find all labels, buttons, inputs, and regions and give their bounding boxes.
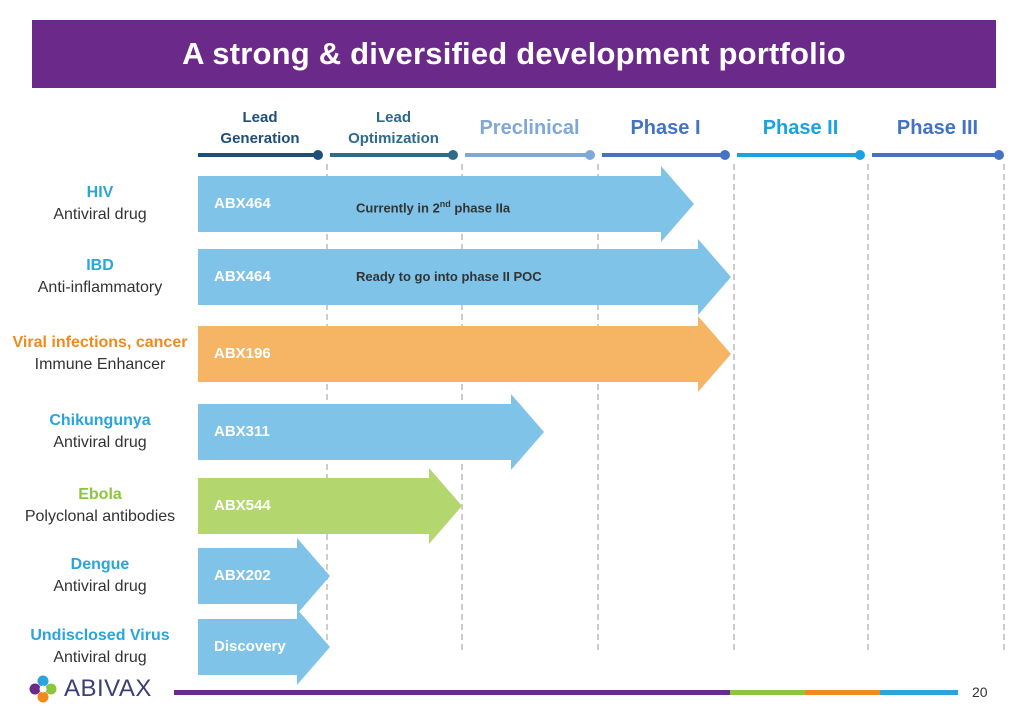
arrow-head — [511, 394, 544, 470]
row-label-hiv: HIV Antiviral drug — [0, 182, 200, 226]
program-type: Antiviral drug — [53, 206, 147, 223]
arrow-body — [198, 619, 297, 675]
row-label-ebola: Ebola Polyclonal antibodies — [0, 484, 200, 528]
progress-arrow-ibd: ABX464 Ready to go into phase II POC — [198, 239, 731, 315]
arrow-body — [198, 404, 511, 460]
footer-bar-segment — [880, 690, 958, 695]
phase-line-lead-optimization — [330, 153, 453, 157]
phase-dot-phase-ii — [855, 150, 865, 160]
progress-arrow-ebola: ABX544 — [198, 468, 462, 544]
phase-boundary-line — [733, 164, 735, 650]
program-type: Polyclonal antibodies — [24, 508, 176, 525]
progress-arrow-chikungunya: ABX311 — [198, 394, 544, 470]
program-type: Immune Enhancer — [34, 356, 166, 373]
footer-bar-segment — [730, 690, 805, 695]
arrow-head — [698, 239, 731, 315]
arrow-head — [661, 166, 694, 242]
footer-bar-segment — [174, 690, 730, 695]
phase-line-phase-iii — [872, 153, 999, 157]
row-label-undisclosed-virus: Undisclosed Virus Antiviral drug — [0, 625, 200, 669]
status-note: Currently in 2nd phase IIa — [356, 199, 511, 216]
page-title: A strong & diversified development portf… — [182, 36, 846, 71]
arrow-body — [198, 176, 661, 232]
progress-arrow-viral-infections-cancer: ABX196 — [198, 316, 731, 392]
phase-label-phase-iii: Phase III — [896, 116, 979, 139]
title-banner: A strong & diversified development portf… — [32, 20, 996, 88]
row-label-chikungunya: Chikungunya Antiviral drug — [0, 410, 200, 454]
arrow-head — [297, 609, 330, 685]
program-type: Antiviral drug — [53, 434, 147, 451]
progress-arrow-hiv: ABX464 Currently in 2nd phase IIa — [198, 166, 694, 242]
program-type: Antiviral drug — [53, 649, 147, 666]
phase-label-lead-generation: Lead Generation — [220, 109, 300, 147]
compound-code: ABX544 — [214, 497, 271, 514]
row-label-viral-infections-cancer: Viral infections, cancer Immune Enhancer — [0, 332, 200, 376]
arrow-body — [198, 548, 297, 604]
phase-label-phase-ii: Phase II — [762, 116, 839, 139]
phase-boundary-line — [597, 164, 599, 650]
phase-boundary-line — [1003, 164, 1005, 650]
phase-label-preclinical: Preclinical — [479, 116, 580, 139]
arrow-body — [198, 249, 698, 305]
phase-label-lead-optimization: Lead Optimization — [348, 109, 439, 147]
compound-code: ABX202 — [214, 567, 271, 584]
program-name: Dengue — [70, 556, 130, 573]
arrow-head — [698, 316, 731, 392]
arrow-head — [297, 538, 330, 614]
compound-code: ABX464 — [214, 268, 271, 285]
arrow-head — [429, 468, 462, 544]
phase-dot-lead-optimization — [448, 150, 458, 160]
row-label-ibd: IBD Anti-inflammatory — [0, 255, 200, 299]
phase-dot-preclinical — [585, 150, 595, 160]
progress-arrow-undisclosed-virus: Discovery — [198, 609, 330, 685]
phase-dot-phase-i — [720, 150, 730, 160]
logo-mark-icon — [29, 675, 57, 703]
phase-line-preclinical — [465, 153, 590, 157]
phase-boundary-line — [867, 164, 869, 650]
progress-arrow-dengue: ABX202 — [198, 538, 330, 614]
phase-label-phase-i: Phase I — [630, 116, 701, 139]
arrow-body — [198, 478, 429, 534]
program-name: Chikungunya — [49, 412, 151, 429]
page-number: 20 — [972, 684, 988, 700]
program-type: Antiviral drug — [53, 578, 147, 595]
compound-code: ABX464 — [214, 195, 271, 212]
abivax-logo: ABIVAX — [28, 674, 152, 704]
row-label-dengue: Dengue Antiviral drug — [0, 554, 200, 598]
phase-dot-phase-iii — [994, 150, 1004, 160]
phase-line-phase-ii — [737, 153, 860, 157]
logo-text: ABIVAX — [64, 675, 152, 702]
phase-dot-lead-generation — [313, 150, 323, 160]
program-name: Ebola — [78, 486, 122, 503]
program-name: Viral infections, cancer — [12, 334, 188, 351]
program-name: IBD — [86, 257, 114, 274]
phase-line-phase-i — [602, 153, 725, 157]
program-type: Anti-inflammatory — [37, 279, 163, 296]
compound-code: ABX311 — [214, 423, 270, 440]
program-name: Undisclosed Virus — [30, 627, 170, 644]
phase-line-lead-generation — [198, 153, 318, 157]
compound-code: Discovery — [214, 638, 286, 655]
compound-code: ABX196 — [214, 345, 271, 362]
footer-bar-segment — [805, 690, 880, 695]
status-note: Ready to go into phase II POC — [356, 269, 542, 284]
program-name: HIV — [86, 184, 114, 201]
arrow-body — [198, 326, 698, 382]
